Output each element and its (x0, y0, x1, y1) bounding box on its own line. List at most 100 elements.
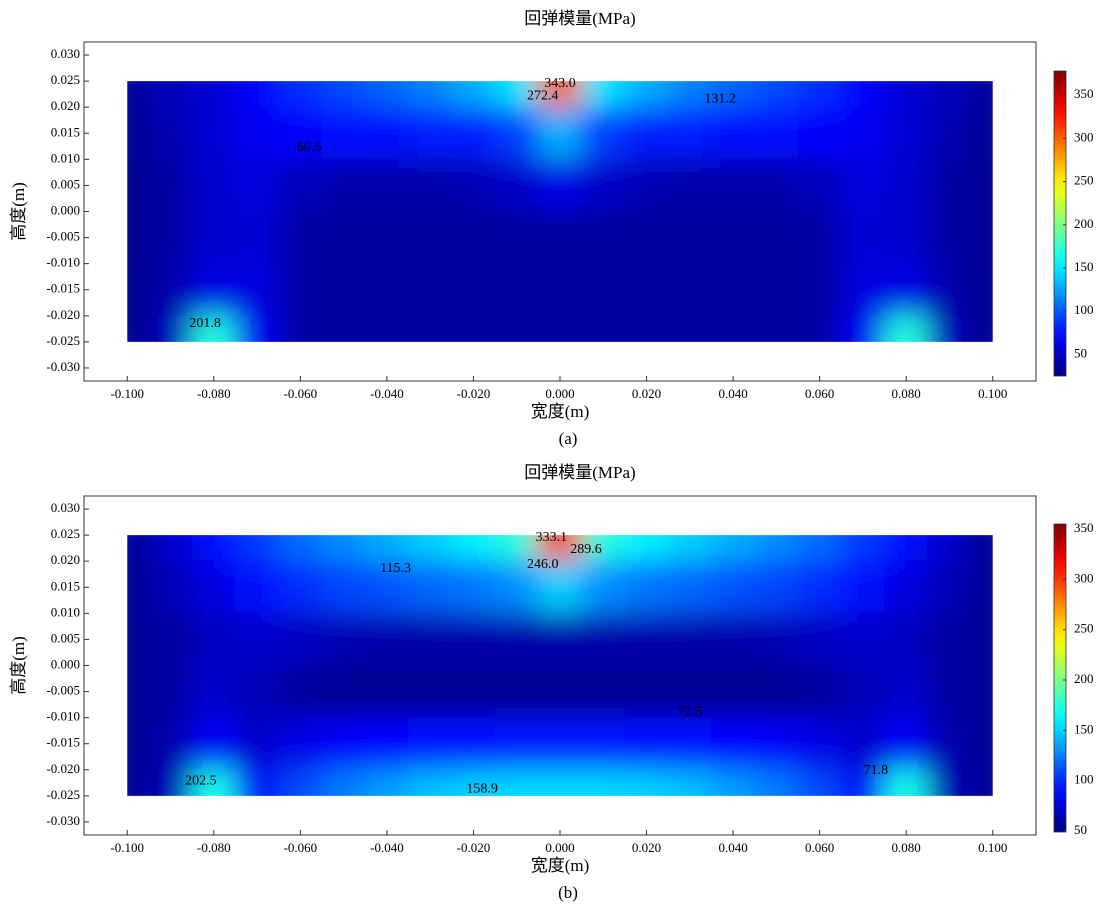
heat-cell (494, 560, 539, 614)
heat-cell (667, 535, 712, 562)
heat-cell (667, 717, 712, 771)
heat-cell (970, 158, 993, 212)
heat-cell (494, 665, 539, 719)
heat-cell (667, 769, 712, 796)
heat-cell (234, 81, 280, 108)
y-tick-label: -0.005 (46, 229, 80, 244)
heat-cell (451, 106, 496, 160)
heat-cell (148, 560, 193, 614)
heat-cell (624, 717, 669, 771)
heat-cell (927, 81, 972, 108)
x-tick-label: -0.040 (370, 386, 404, 401)
heat-cell (581, 717, 626, 771)
x-tick-label: 0.040 (718, 386, 747, 401)
y-tick-label: 0.030 (51, 500, 80, 515)
contour-label: 60.6 (297, 140, 322, 155)
heat-cell (234, 769, 280, 796)
heat-cell (797, 106, 842, 160)
heat-cell (451, 158, 496, 212)
heat-cell (537, 263, 583, 317)
x-tick-label: 0.040 (718, 840, 747, 855)
colorbar (1053, 523, 1067, 833)
heat-cell (408, 158, 453, 212)
contour-label: 71.8 (864, 763, 889, 778)
heat-cell (840, 535, 886, 562)
heat-cell (581, 211, 626, 265)
heat-cell (364, 769, 410, 796)
heat-cell (234, 612, 280, 666)
x-tick-label: -0.100 (110, 386, 144, 401)
heat-cell (148, 263, 193, 317)
heat-cell (408, 560, 453, 614)
heat-cell (884, 211, 929, 265)
y-tick-label: 0.015 (51, 124, 80, 139)
y-tick-label: 0.015 (51, 578, 80, 593)
heat-cell (624, 158, 669, 212)
heat-cell (364, 665, 410, 719)
heat-cell (710, 769, 756, 796)
y-tick-label: -0.010 (46, 255, 80, 270)
heat-cell (970, 535, 993, 562)
heat-cell (840, 315, 886, 342)
heat-cell (191, 315, 236, 342)
heat-cell (840, 263, 886, 317)
contour-label: 201.8 (189, 316, 221, 331)
colorbar-tick-label: 200 (1074, 216, 1094, 231)
y-tick-label: -0.025 (46, 787, 80, 802)
heat-cell (754, 81, 799, 108)
heat-cell (927, 560, 972, 614)
y-axis-label: 高度(m) (9, 636, 28, 695)
heat-cell (451, 315, 496, 342)
heat-cell (148, 769, 193, 796)
heat-cell (970, 612, 993, 666)
heat-cell (148, 717, 193, 771)
heat-cell (667, 560, 712, 614)
heat-cell (234, 560, 280, 614)
heat-cell (191, 612, 236, 666)
heat-cell (408, 315, 453, 342)
heat-cell (884, 535, 929, 562)
heat-cell (278, 263, 323, 317)
colorbar-tick-label: 250 (1074, 173, 1094, 188)
heat-cell (970, 81, 993, 108)
heat-cell (148, 665, 193, 719)
heat-cell (840, 81, 886, 108)
heat-cell (927, 263, 972, 317)
heat-cell (364, 315, 410, 342)
heat-cell (884, 769, 929, 796)
heat-cell (364, 158, 410, 212)
heat-cell (321, 158, 366, 212)
heat-cell (278, 717, 323, 771)
y-tick-label: 0.010 (51, 604, 80, 619)
heat-cell (667, 106, 712, 160)
heat-cell (667, 81, 712, 108)
heat-cell (624, 612, 669, 666)
heat-cell (278, 665, 323, 719)
heat-cell (927, 106, 972, 160)
heat-cell (927, 665, 972, 719)
heat-cell (127, 81, 150, 108)
heat-cell (970, 665, 993, 719)
heat-cell (624, 315, 669, 342)
heat-cell (127, 769, 150, 796)
panel-caption: (a) (559, 429, 578, 448)
heat-cell (127, 158, 150, 212)
colorbar-tick-label: 300 (1074, 570, 1094, 585)
heat-cell (581, 560, 626, 614)
heat-cell (321, 211, 366, 265)
colorbar (1053, 70, 1067, 377)
heat-cell (321, 612, 366, 666)
heat-cell (797, 665, 842, 719)
heat-cell (624, 81, 669, 108)
heat-cell (581, 315, 626, 342)
heat-cell (148, 535, 193, 562)
y-tick-label: -0.015 (46, 281, 80, 296)
heat-cell (537, 717, 583, 771)
heat-cell (364, 535, 410, 562)
heat-cell (624, 769, 669, 796)
heatmap-cells (127, 81, 993, 342)
heat-cell (127, 717, 150, 771)
heat-cell (797, 81, 842, 108)
heat-cell (278, 158, 323, 212)
heat-cell (797, 211, 842, 265)
